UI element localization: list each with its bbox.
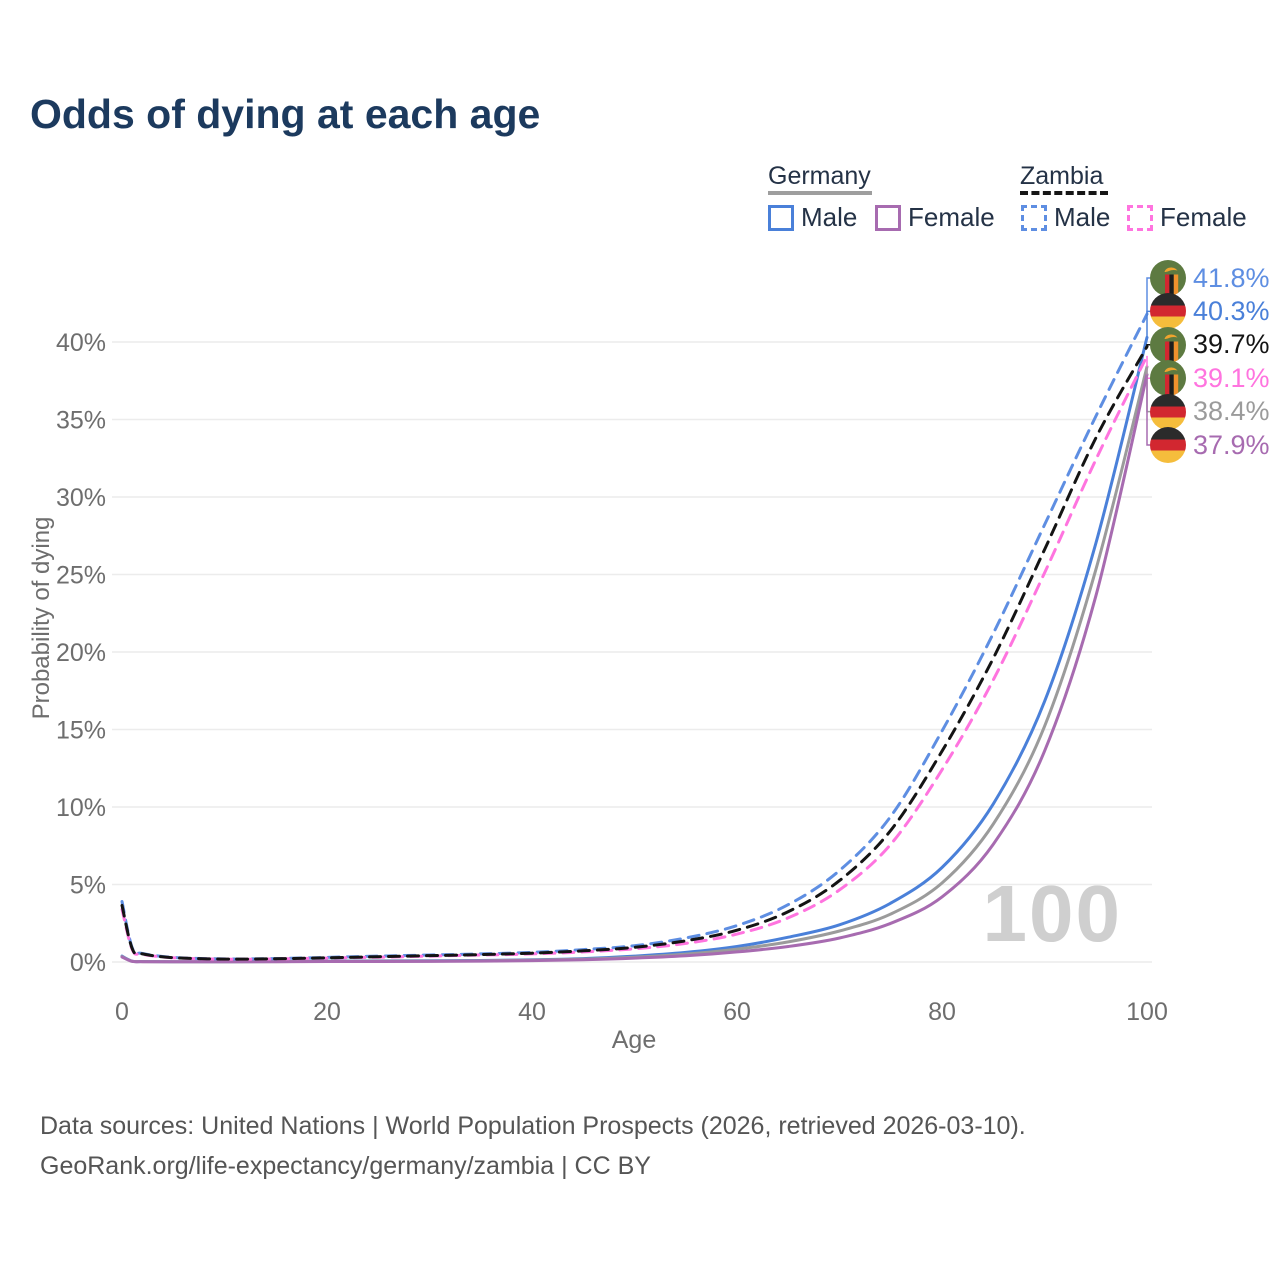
germany-flag-icon xyxy=(1150,293,1186,330)
series-end-label-zambia_female: 39.1% xyxy=(1150,360,1270,397)
x-tick-label: 20 xyxy=(313,998,341,1026)
zambia-flag-icon xyxy=(1150,260,1186,296)
end-label-value: 40.3% xyxy=(1193,295,1270,326)
series-line-zambia_female[interactable] xyxy=(120,354,1149,961)
label-connector xyxy=(1146,374,1151,446)
label-connector xyxy=(1146,344,1151,347)
y-tick-label: 20% xyxy=(56,639,106,667)
series-line-germany_male[interactable] xyxy=(120,335,1149,964)
legend-item-zambia-male[interactable]: Male xyxy=(1021,202,1110,233)
legend-swatch-germany-male-icon xyxy=(768,204,794,231)
series-line-germany_total[interactable] xyxy=(120,365,1149,964)
x-tick-label: 100 xyxy=(1126,998,1168,1026)
end-label-value: 37.9% xyxy=(1193,429,1270,460)
legend-item-zambia-female[interactable]: Female xyxy=(1127,202,1247,233)
legend-label-germany-male: Male xyxy=(801,202,858,232)
series-end-label-zambia_male: 41.8% xyxy=(1150,260,1270,296)
y-tick-label: 0% xyxy=(70,949,106,977)
footer-attribution: GeoRank.org/life-expectancy/germany/zamb… xyxy=(40,1152,651,1180)
series-line-zambia_total[interactable] xyxy=(120,345,1149,961)
label-connector xyxy=(1146,310,1151,338)
series-line-zambia_male[interactable] xyxy=(120,312,1149,961)
end-label-value: 39.7% xyxy=(1193,329,1270,360)
series-end-label-germany_male: 40.3% xyxy=(1150,293,1270,330)
y-tick-label: 35% xyxy=(56,407,106,435)
end-label-value: 39.1% xyxy=(1193,362,1270,393)
legend-group-germany-label: Germany xyxy=(768,162,871,190)
x-tick-label: 80 xyxy=(928,998,956,1026)
y-tick-label: 25% xyxy=(56,562,106,590)
legend-item-germany-male[interactable]: Male xyxy=(768,202,857,233)
y-tick-label: 5% xyxy=(70,872,106,900)
series-end-label-germany_female: 37.9% xyxy=(1150,427,1270,463)
series-end-label-zambia_total: 39.7% xyxy=(1150,326,1270,363)
x-tick-label: 0 xyxy=(115,998,129,1026)
y-tick-label: 40% xyxy=(56,329,106,357)
y-tick-label: 30% xyxy=(56,484,106,512)
y-tick-label: 10% xyxy=(56,794,106,822)
legend-germany-line-sample xyxy=(768,191,872,195)
germany-flag-icon xyxy=(1150,427,1186,463)
legend-label-germany-female: Female xyxy=(908,202,995,232)
legend-label-zambia-male: Male xyxy=(1054,202,1111,232)
label-connector xyxy=(1146,277,1151,315)
legend-item-germany-female[interactable]: Female xyxy=(875,202,995,233)
zambia-flag-icon xyxy=(1150,326,1186,363)
footer: Data sources: United Nations | World Pop… xyxy=(40,1106,1026,1186)
zambia-flag-icon xyxy=(1150,360,1186,397)
series-end-label-germany_total: 38.4% xyxy=(1150,393,1270,430)
legend-zambia-line-sample xyxy=(1020,191,1108,195)
x-tick-label: 40 xyxy=(518,998,546,1026)
legend-group-zambia-label: Zambia xyxy=(1020,162,1104,190)
legend-label-zambia-female: Female xyxy=(1160,202,1247,232)
end-label-value: 38.4% xyxy=(1193,396,1270,427)
end-label-value: 41.8% xyxy=(1193,262,1270,293)
page-title: Odds of dying at each age xyxy=(30,91,541,137)
series-line-germany_female[interactable] xyxy=(120,373,1149,964)
germany-flag-icon xyxy=(1150,393,1186,430)
legend-swatch-germany-female-icon xyxy=(875,204,901,231)
footer-data-sources: Data sources: United Nations | World Pop… xyxy=(40,1112,1026,1140)
y-tick-label: 15% xyxy=(56,717,106,745)
x-axis-title: Age xyxy=(611,1026,657,1054)
legend-swatch-zambia-male-icon xyxy=(1021,204,1047,231)
legend-swatch-zambia-female-icon xyxy=(1127,204,1153,231)
x-tick-label: 60 xyxy=(723,998,751,1026)
